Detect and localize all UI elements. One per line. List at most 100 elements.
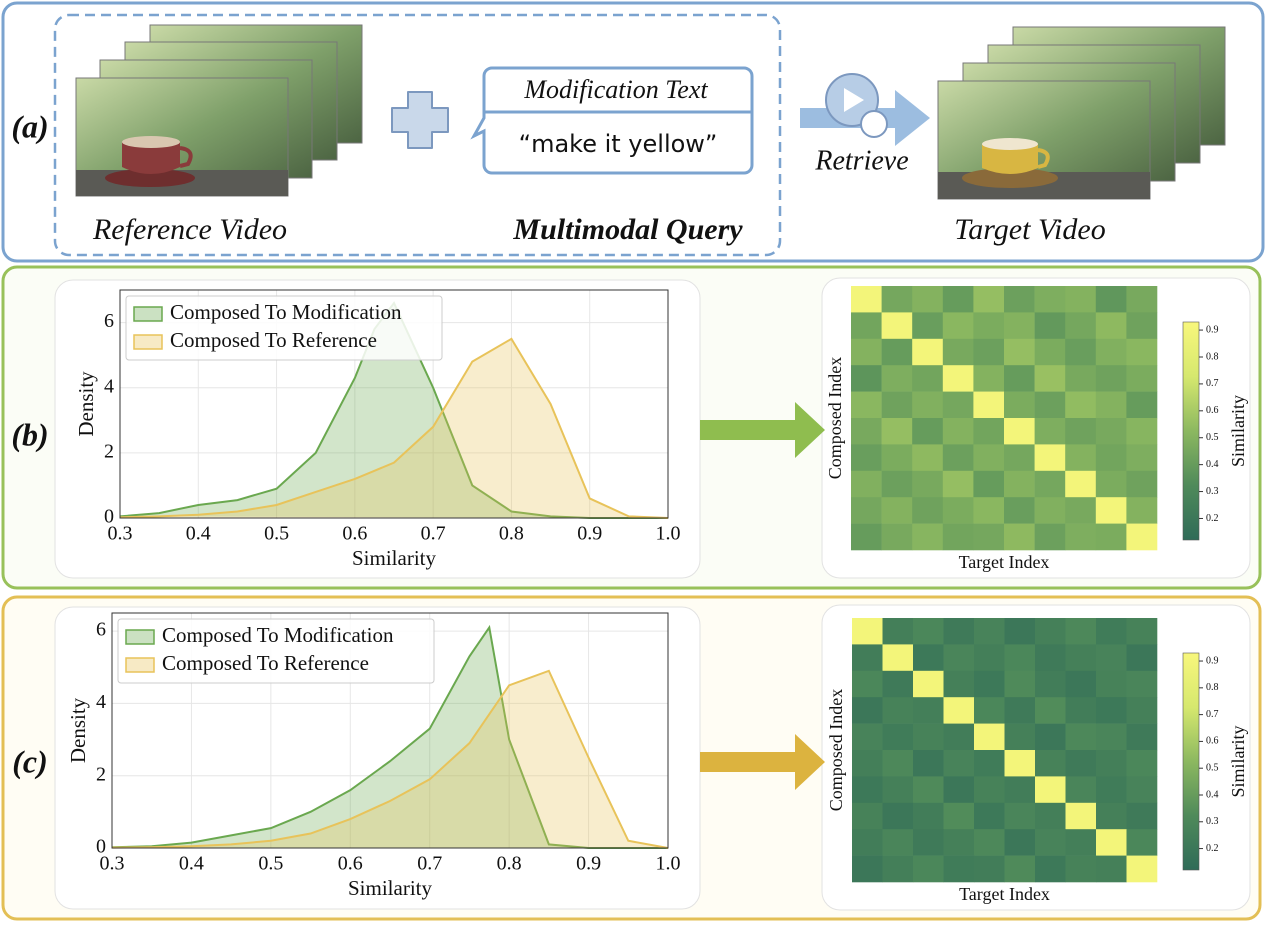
heatmap-cell bbox=[882, 723, 914, 751]
heatmap-cell bbox=[1126, 286, 1158, 313]
heatmap-cell bbox=[881, 418, 913, 445]
heatmap-cell bbox=[1096, 855, 1127, 883]
legend-label: Composed To Reference bbox=[170, 328, 377, 352]
density-area bbox=[111, 624, 668, 849]
heatmap-cell bbox=[912, 523, 944, 551]
x-tick-label: 1.0 bbox=[656, 853, 681, 875]
colorbar-label: Similarity bbox=[1228, 726, 1248, 798]
heatmap-cell bbox=[1096, 723, 1127, 751]
y-axis-label: Composed Index bbox=[826, 689, 846, 811]
x-tick-label: 0.5 bbox=[264, 523, 289, 545]
heatmap-cell bbox=[913, 723, 944, 751]
colorbar-tick-label: 0.3 bbox=[1206, 486, 1219, 497]
y-tick-label: 2 bbox=[104, 440, 114, 462]
heatmap-cell bbox=[1004, 338, 1035, 366]
heatmap-cell bbox=[942, 523, 974, 551]
arrow bbox=[700, 734, 825, 790]
heatmap-cell bbox=[852, 697, 883, 724]
heatmap-cell bbox=[1095, 312, 1127, 340]
heatmap-cell bbox=[912, 391, 944, 419]
plot-border bbox=[119, 289, 669, 519]
x-tick-label: 0.6 bbox=[338, 853, 363, 875]
heatmap-cell bbox=[912, 497, 944, 524]
reference-frames bbox=[75, 24, 363, 197]
x-axis-label: Target Index bbox=[959, 884, 1050, 904]
heatmap-cell bbox=[1004, 644, 1036, 672]
heatmap-cell bbox=[851, 497, 882, 524]
heatmap-cell bbox=[1126, 697, 1158, 724]
heatmap-cell bbox=[1096, 776, 1127, 804]
heatmap-cell bbox=[852, 723, 883, 751]
heatmap-cell bbox=[851, 338, 882, 366]
heatmap-cell bbox=[974, 644, 1005, 672]
heatmap-cell bbox=[1035, 670, 1066, 698]
heatmap-cell bbox=[912, 286, 944, 313]
heatmap-cell bbox=[973, 497, 1005, 524]
y-tick-label: 6 bbox=[96, 619, 106, 641]
heatmap-cell bbox=[1096, 618, 1127, 645]
heatmap-cell bbox=[973, 444, 1005, 472]
heatmap-cell bbox=[1035, 723, 1066, 751]
heatmap-cell bbox=[1065, 470, 1097, 498]
plus-icon bbox=[391, 91, 449, 149]
heatmap-cell bbox=[852, 618, 883, 645]
heatmap-cell bbox=[1126, 418, 1158, 445]
plot-border bbox=[111, 612, 669, 849]
panel-label: (a) bbox=[11, 108, 48, 144]
heatmap-cell bbox=[1096, 644, 1127, 672]
x-tick-label: 0.9 bbox=[576, 853, 601, 875]
heatmap-cell bbox=[1065, 644, 1097, 672]
heatmap-cell bbox=[974, 697, 1005, 724]
heatmap-cell bbox=[973, 470, 1005, 498]
x-tick-label: 0.7 bbox=[417, 853, 442, 875]
heatmap-cell bbox=[943, 644, 975, 672]
heatmap-cell bbox=[1095, 523, 1127, 551]
heatmap-cell bbox=[913, 750, 944, 777]
x-tick-label: 0.3 bbox=[108, 523, 133, 545]
heatmap-cell bbox=[1065, 286, 1097, 313]
panel-label: (b) bbox=[11, 416, 48, 452]
heatmap-cell bbox=[1004, 523, 1035, 551]
heatmap-cell bbox=[851, 470, 882, 498]
heatmap-cell bbox=[1004, 418, 1035, 445]
heatmap-cell bbox=[912, 312, 944, 340]
heatmap-cell bbox=[1095, 444, 1127, 472]
legend-label: Composed To Modification bbox=[162, 623, 394, 647]
heatmap-cell bbox=[882, 670, 914, 698]
heatmap-cell bbox=[1126, 670, 1158, 698]
target-caption: Target Video bbox=[954, 213, 1105, 246]
heatmap-cell bbox=[882, 855, 914, 883]
heatmap-cell bbox=[974, 670, 1005, 698]
heatmap-cell bbox=[974, 618, 1005, 645]
heatmap-cell bbox=[1096, 750, 1127, 777]
heatmap-cell bbox=[974, 750, 1005, 777]
heatmap-cell bbox=[1004, 829, 1036, 856]
heatmap-cell bbox=[852, 644, 883, 672]
heatmap-cell bbox=[852, 776, 883, 804]
heatmap-cell bbox=[881, 286, 913, 313]
heatmap-cell bbox=[942, 286, 974, 313]
heatmap-cell bbox=[881, 365, 913, 392]
heatmap-cell bbox=[942, 338, 974, 366]
y-tick-label: 4 bbox=[104, 375, 114, 397]
heatmap-cell bbox=[913, 697, 944, 724]
heatmap-cell bbox=[1004, 497, 1035, 524]
heatmap-cell bbox=[1126, 855, 1158, 883]
heatmap-cell bbox=[1096, 697, 1127, 724]
heatmap-cell bbox=[852, 802, 883, 830]
modification-text: “make it yellow” bbox=[519, 130, 718, 158]
panel-label: (c) bbox=[12, 743, 48, 779]
x-tick-label: 0.4 bbox=[179, 853, 204, 875]
colorbar-tick-label: 0.8 bbox=[1206, 351, 1219, 362]
heatmap-cell bbox=[974, 776, 1005, 804]
y-axis-label: Density bbox=[74, 371, 98, 437]
heatmap-cell bbox=[882, 802, 914, 830]
heatmap-cell bbox=[1065, 312, 1097, 340]
heatmap-cell bbox=[1065, 418, 1097, 445]
heatmap-cell bbox=[1126, 338, 1158, 366]
heatmap-cell bbox=[1065, 365, 1097, 392]
heatmap-cell bbox=[1034, 286, 1066, 313]
heatmap-cell bbox=[1065, 829, 1097, 856]
heatmap-cell bbox=[1065, 802, 1097, 830]
heatmap-cell bbox=[943, 855, 975, 883]
